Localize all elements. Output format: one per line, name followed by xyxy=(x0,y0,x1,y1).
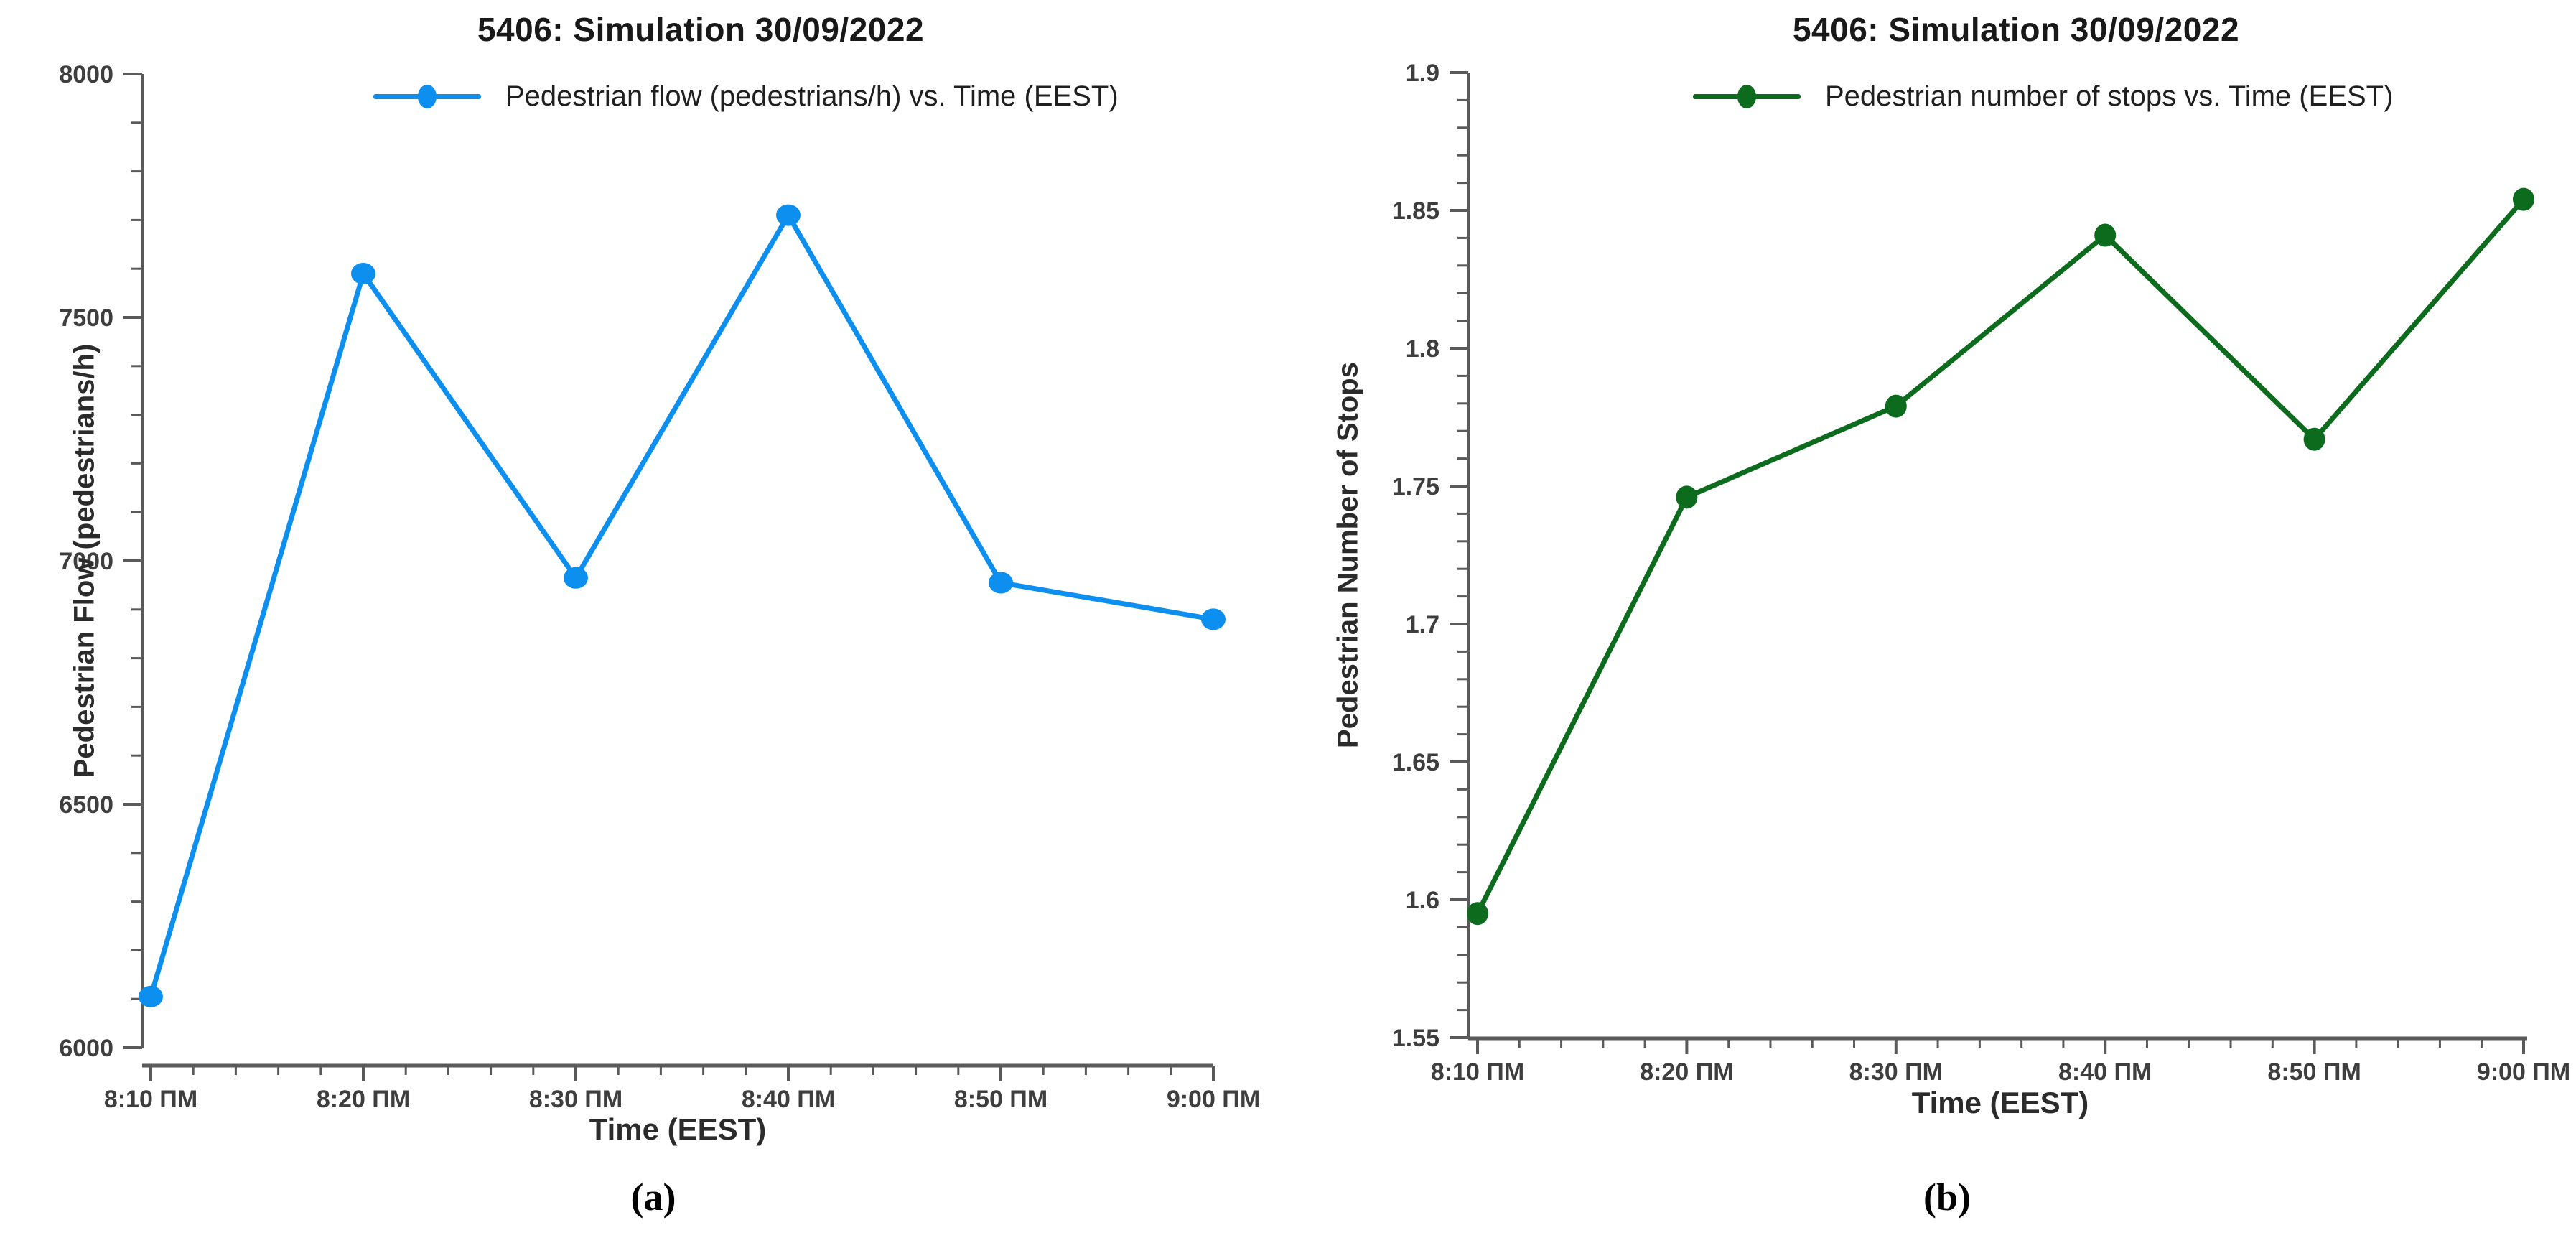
x-tick-label: 8:20 ΠΜ xyxy=(317,1086,410,1113)
data-point-marker xyxy=(989,572,1013,594)
series-line xyxy=(1475,197,2526,916)
x-tick-label: 9:00 ΠΜ xyxy=(1167,1086,1260,1113)
chart-a-y-axis-title: Pedestrian Flow (pedestrians/h) xyxy=(68,343,101,778)
data-point-marker xyxy=(2094,223,2117,247)
x-tick-label: 8:30 ΠΜ xyxy=(1849,1058,1943,1086)
x-tick-label: 8:50 ΠΜ xyxy=(954,1086,1047,1113)
chart-a-legend: Pedestrian flow (pedestrians/h) vs. Time… xyxy=(373,78,1119,115)
chart-b-legend-line-marker-icon xyxy=(1693,78,1801,115)
data-point-marker xyxy=(564,567,588,589)
y-tick-label: 1.75 xyxy=(1392,473,1439,501)
y-tick-label: 7500 xyxy=(59,304,113,332)
x-tick-label: 8:50 ΠΜ xyxy=(2267,1058,2361,1086)
chart-b-legend: Pedestrian number of stops vs. Time (EES… xyxy=(1693,78,2393,115)
y-tick-label: 1.85 xyxy=(1392,197,1439,225)
x-tick-label: 8:20 ΠΜ xyxy=(1640,1058,1733,1086)
data-point-marker xyxy=(1676,485,1698,509)
x-tick-label: 8:10 ΠΜ xyxy=(104,1086,197,1113)
chart-b-caption: (b) xyxy=(1923,1176,1971,1219)
chart-b-title: 5406: Simulation 30/09/2022 xyxy=(1792,11,2240,48)
data-point-marker xyxy=(139,985,163,1007)
x-tick-label: 8:40 ΠΜ xyxy=(742,1086,835,1113)
y-tick-label: 1.55 xyxy=(1392,1025,1439,1052)
chart-b-legend-label: Pedestrian number of stops vs. Time (EES… xyxy=(1825,80,2394,112)
x-tick-label: 8:10 ΠΜ xyxy=(1431,1058,1524,1086)
chart-b-y-axis-title: Pedestrian Number of Stops xyxy=(1332,362,1364,748)
data-point-marker xyxy=(1467,902,1488,926)
chart-a-legend-line-marker-icon xyxy=(373,78,481,115)
chart-a-title: 5406: Simulation 30/09/2022 xyxy=(477,11,925,48)
data-point-marker xyxy=(351,262,375,284)
chart-panel-a-plot: 8000 7500 7000 6500 6000 8:10 ΠΜ 8:20 ΠΜ 8:30 Π… xyxy=(59,61,1260,1113)
chart-b-x-axis-title: Time (EEST) xyxy=(1911,1086,2089,1119)
data-point-marker xyxy=(2303,427,2325,451)
x-tick-label: 9:00 ΠΜ xyxy=(2477,1058,2570,1086)
y-tick-label: 6000 xyxy=(59,1035,113,1062)
y-tick-label: 6500 xyxy=(59,791,113,819)
data-point-marker xyxy=(2513,187,2534,211)
chart-a-x-axis-title: Time (EEST) xyxy=(589,1112,767,1146)
y-tick-label: 1.7 xyxy=(1406,611,1439,638)
y-tick-label: 1.65 xyxy=(1392,749,1439,776)
chart-a-caption: (a) xyxy=(630,1176,676,1219)
data-point-marker xyxy=(776,204,801,226)
y-tick-label: 1.9 xyxy=(1406,60,1439,87)
chart-a-legend-label: Pedestrian flow (pedestrians/h) vs. Time… xyxy=(505,80,1119,112)
y-tick-label: 8000 xyxy=(59,61,113,88)
legend-dot-icon xyxy=(418,85,437,108)
data-point-marker xyxy=(1885,394,1907,418)
legend-dot-icon xyxy=(1737,85,1756,108)
series-line xyxy=(148,213,1216,1000)
chart-panel-b-plot: 1.9 1.85 1.8 1.75 1.7 1.65 1.6 1.55 8:10 ΠΜ 8:20 … xyxy=(1392,60,2570,1086)
y-tick-label: 7000 xyxy=(59,548,113,575)
y-tick-label: 1.6 xyxy=(1406,887,1439,914)
data-point-marker xyxy=(1201,608,1226,630)
x-tick-label: 8:30 ΠΜ xyxy=(529,1086,622,1113)
y-tick-label: 1.8 xyxy=(1406,335,1439,363)
x-tick-label: 8:40 ΠΜ xyxy=(2058,1058,2152,1086)
